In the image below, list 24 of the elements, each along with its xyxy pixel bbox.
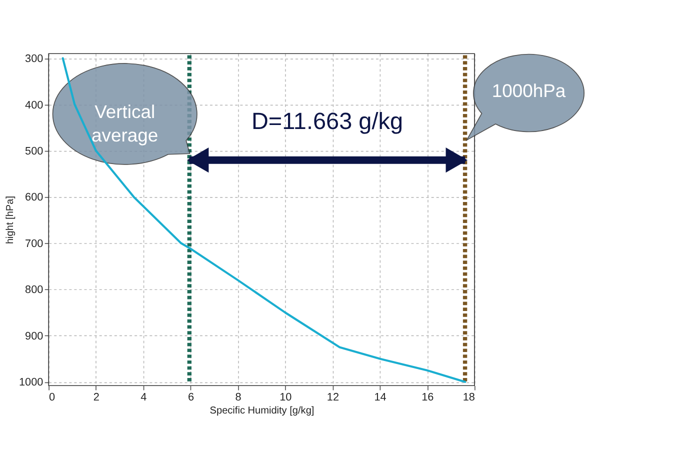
y-tick-label: 800 — [25, 284, 44, 296]
ref-line-label: 1000hPa — [492, 80, 566, 102]
y-tick-label: 1000 — [18, 376, 44, 389]
x-tick-label: 16 — [422, 391, 434, 404]
y-axis-title: hight [hPa] — [5, 196, 16, 244]
y-tick-label: 400 — [25, 99, 44, 112]
x-tick-label: 4 — [140, 391, 147, 404]
y-tick-label: 500 — [25, 145, 44, 158]
annotation: D=11.663 g/kg — [251, 108, 404, 134]
x-tick-label: 12 — [326, 391, 340, 404]
y-tick-label: 600 — [25, 192, 44, 204]
y-tick-label: 900 — [25, 330, 44, 342]
x-tick-label: 8 — [235, 391, 242, 404]
y-tick-label: 700 — [25, 238, 44, 250]
ref-line-label: Vertical average — [92, 101, 158, 146]
x-axis-title: Specific Humidity [g/kg] — [210, 406, 314, 417]
x-tick-label: 14 — [374, 391, 386, 404]
x-tick-label: 10 — [280, 391, 292, 404]
x-tick-label: 0 — [49, 391, 56, 404]
x-tick-label: 6 — [188, 391, 194, 404]
y-tick-label: 300 — [25, 53, 44, 66]
line-series — [62, 57, 466, 383]
x-tick-label: 2 — [93, 391, 100, 404]
x-tick-label: 18 — [462, 391, 475, 404]
